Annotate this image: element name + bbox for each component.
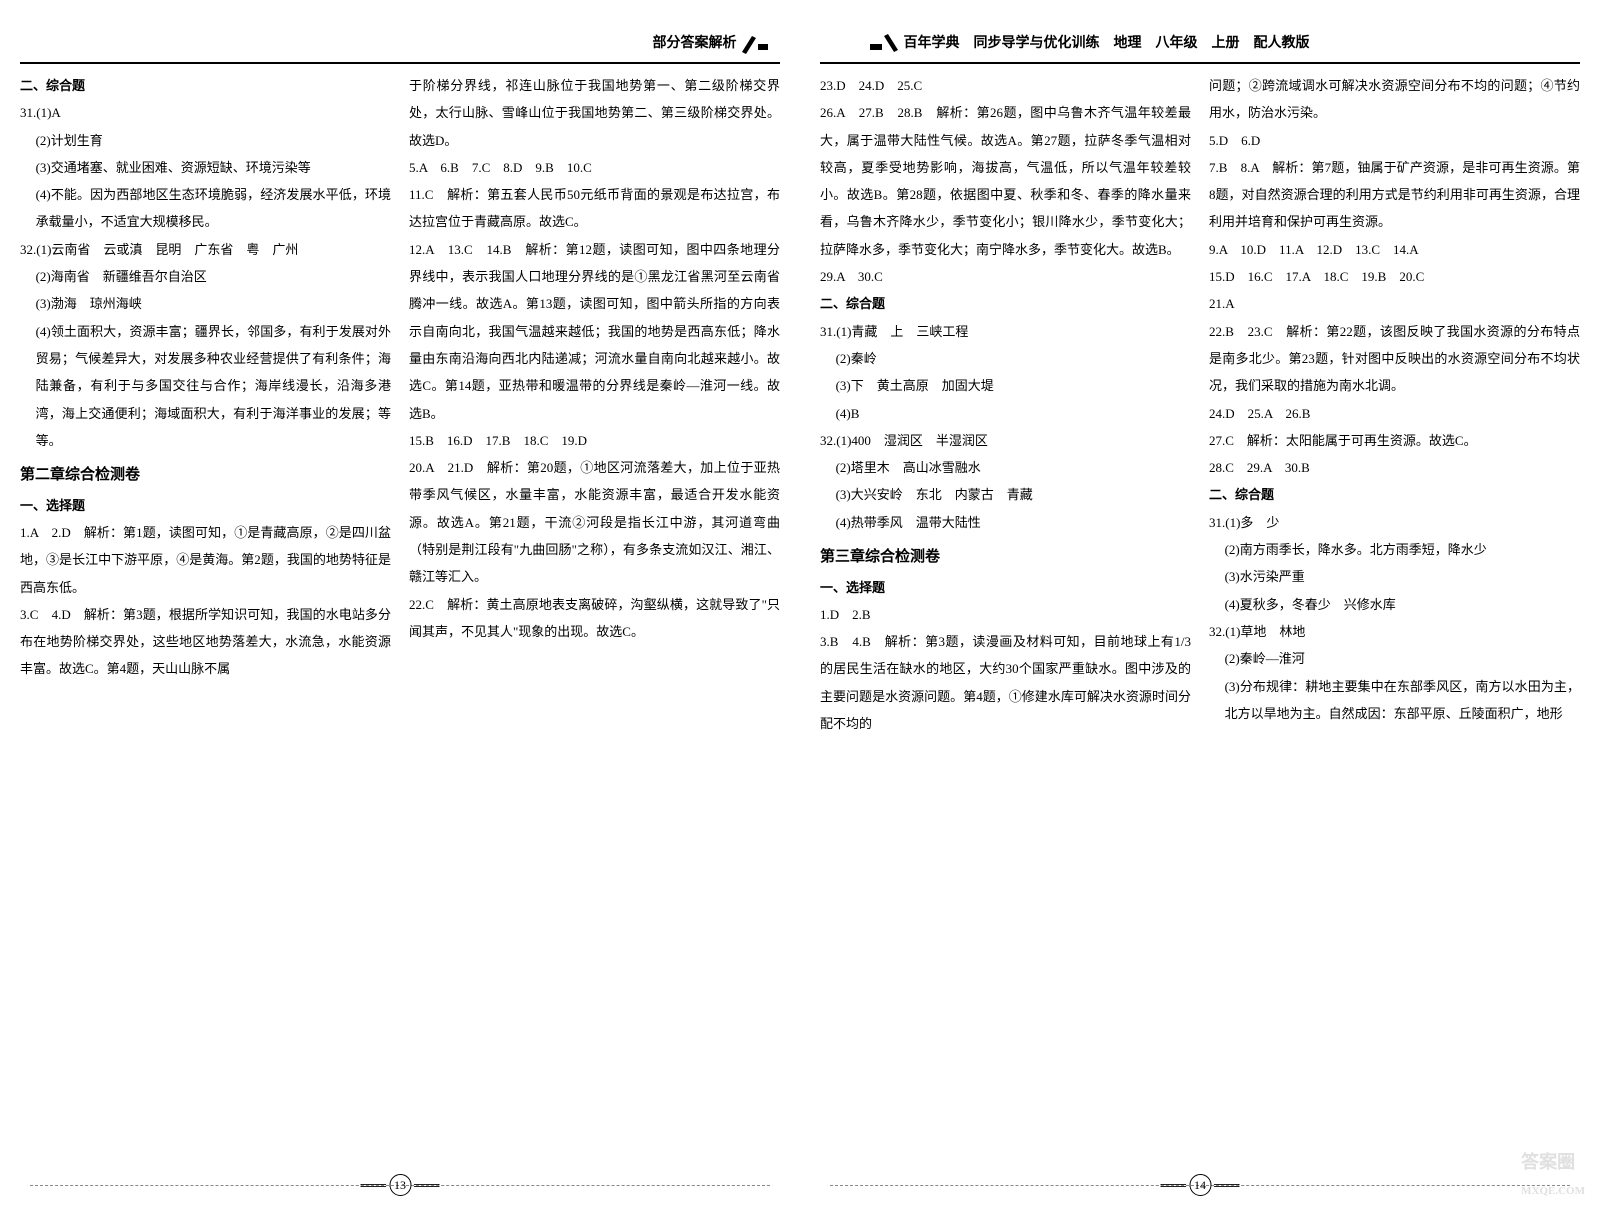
text-line: 一、选择题: [820, 574, 1191, 601]
line-deco-right: ═══: [414, 1178, 440, 1192]
text-line: (2)计划生育: [20, 127, 391, 154]
text-line: (3)交通堵塞、就业困难、资源短缺、环境污染等: [20, 154, 391, 181]
text-line: 23.D 24.D 25.C: [820, 72, 1191, 99]
header-text-left: 部分答案解析: [20, 30, 780, 62]
watermark: 答案圈 MXQE.COM: [1521, 1144, 1585, 1202]
text-line: 7.B 8.A 解析：第7题，铀属于矿产资源，是非可再生资源。第8题，对自然资源…: [1209, 154, 1580, 236]
text-line: (3)渤海 琼州海峡: [20, 290, 391, 317]
page-number-left: ═══ 13 ═══: [360, 1173, 439, 1197]
text-line: 27.C 解析：太阳能属于可再生资源。故选C。: [1209, 427, 1580, 454]
text-line: 第三章综合检测卷: [820, 542, 1191, 574]
text-line: 二、综合题: [1209, 481, 1580, 508]
text-line: 5.D 6.D: [1209, 127, 1580, 154]
pen-icon: [740, 34, 770, 54]
text-line: 第二章综合检测卷: [20, 460, 391, 492]
text-line: 问题；②跨流域调水可解决水资源空间分布不均的问题；④节约用水，防治水污染。: [1209, 72, 1580, 127]
text-line: 3.C 4.D 解析：第3题，根据所学知识可知，我国的水电站多分布在地势阶梯交界…: [20, 601, 391, 683]
text-line: 1.A 2.D 解析：第1题，读图可知，①是青藏高原，②是四川盆地，③是长江中下…: [20, 519, 391, 601]
text-line: 15.B 16.D 17.B 18.C 19.D: [409, 427, 780, 454]
text-line: 29.A 30.C: [820, 263, 1191, 290]
text-line: 5.A 6.B 7.C 8.D 9.B 10.C: [409, 154, 780, 181]
line-deco-left2: ═══: [1160, 1178, 1186, 1192]
page-number-circle-right: 14: [1189, 1174, 1211, 1196]
header-text-right: 百年学典 同步导学与优化训练 地理 八年级 上册 配人教版: [820, 30, 1580, 62]
text-line: 31.(1)A: [20, 99, 391, 126]
text-line: 32.(1)草地 林地: [1209, 618, 1580, 645]
text-line: (3)下 黄土高原 加固大堤: [820, 372, 1191, 399]
right-page: 百年学典 同步导学与优化训练 地理 八年级 上册 配人教版 23.D 24.D …: [800, 0, 1600, 1212]
text-line: (4)热带季风 温带大陆性: [820, 509, 1191, 536]
content-left: 二、综合题31.(1)A(2)计划生育(3)交通堵塞、就业困难、资源短缺、环境污…: [20, 72, 780, 1164]
text-line: (2)南方雨季长，降水多。北方雨季短，降水少: [1209, 536, 1580, 563]
text-line: 28.C 29.A 30.B: [1209, 454, 1580, 481]
left-page-col1: 二、综合题31.(1)A(2)计划生育(3)交通堵塞、就业困难、资源短缺、环境污…: [20, 72, 391, 1164]
text-line: (2)秦岭: [820, 345, 1191, 372]
text-line: 一、选择题: [20, 492, 391, 519]
left-page: 部分答案解析 二、综合题31.(1)A(2)计划生育(3)交通堵塞、就业困难、资…: [0, 0, 800, 1212]
header-title-left: 部分答案解析: [653, 36, 737, 51]
header-divider-left: 部分答案解析: [20, 30, 780, 64]
content-right: 23.D 24.D 25.C26.A 27.B 28.B 解析：第26题，图中乌…: [820, 72, 1580, 1164]
text-line: 15.D 16.C 17.A 18.C 19.B 20.C: [1209, 263, 1580, 290]
text-line: (4)B: [820, 400, 1191, 427]
text-line: 32.(1)400 湿润区 半湿润区: [820, 427, 1191, 454]
text-line: 二、综合题: [20, 72, 391, 99]
text-line: 于阶梯分界线，祁连山脉位于我国地势第一、第二级阶梯交界处，太行山脉、雪峰山位于我…: [409, 72, 780, 154]
text-line: (4)领土面积大，资源丰富；疆界长，邻国多，有利于发展对外贸易；气候差异大，对发…: [20, 318, 391, 454]
text-line: (2)秦岭—淮河: [1209, 645, 1580, 672]
text-line: 21.A: [1209, 290, 1580, 317]
text-line: 1.D 2.B: [820, 601, 1191, 628]
book-icon: [870, 34, 900, 54]
text-line: (2)塔里木 高山冰雪融水: [820, 454, 1191, 481]
text-line: (3)大兴安岭 东北 内蒙古 青藏: [820, 481, 1191, 508]
text-line: 二、综合题: [820, 290, 1191, 317]
page-container: 部分答案解析 二、综合题31.(1)A(2)计划生育(3)交通堵塞、就业困难、资…: [0, 0, 1600, 1212]
text-line: 31.(1)青藏 上 三峡工程: [820, 318, 1191, 345]
watermark-url: MXQE.COM: [1521, 1180, 1585, 1202]
text-line: 31.(1)多 少: [1209, 509, 1580, 536]
header-title-right: 百年学典 同步导学与优化训练 地理 八年级 上册 配人教版: [904, 36, 1310, 51]
text-line: (2)海南省 新疆维吾尔自治区: [20, 263, 391, 290]
text-line: 24.D 25.A 26.B: [1209, 400, 1580, 427]
left-page-col2: 于阶梯分界线，祁连山脉位于我国地势第一、第二级阶梯交界处，太行山脉、雪峰山位于我…: [409, 72, 780, 1164]
line-deco-right2: ═══: [1214, 1178, 1240, 1192]
text-line: (4)不能。因为西部地区生态环境脆弱，经济发展水平低，环境承载量小，不适宜大规模…: [20, 181, 391, 236]
right-page-col2: 问题；②跨流域调水可解决水资源空间分布不均的问题；④节约用水，防治水污染。5.D…: [1209, 72, 1580, 1164]
watermark-text: 答案圈: [1521, 1144, 1585, 1180]
text-line: 26.A 27.B 28.B 解析：第26题，图中乌鲁木齐气温年较差最大，属于温…: [820, 99, 1191, 263]
line-deco-left: ═══: [360, 1178, 386, 1192]
text-line: 20.A 21.D 解析：第20题，①地区河流落差大，加上位于亚热带季风气候区，…: [409, 454, 780, 590]
header-divider-right: 百年学典 同步导学与优化训练 地理 八年级 上册 配人教版: [820, 30, 1580, 64]
page-number-circle-left: 13: [389, 1174, 411, 1196]
text-line: 32.(1)云南省 云或滇 昆明 广东省 粤 广州: [20, 236, 391, 263]
text-line: 3.B 4.B 解析：第3题，读漫画及材料可知，目前地球上有1/3的居民生活在缺…: [820, 628, 1191, 737]
text-line: (3)水污染严重: [1209, 563, 1580, 590]
text-line: 12.A 13.C 14.B 解析：第12题，读图可知，图中四条地理分界线中，表…: [409, 236, 780, 427]
text-line: 9.A 10.D 11.A 12.D 13.C 14.A: [1209, 236, 1580, 263]
page-number-right: ═══ 14 ═══: [1160, 1173, 1239, 1197]
text-line: 11.C 解析：第五套人民币50元纸币背面的景观是布达拉宫，布达拉宫位于青藏高原…: [409, 181, 780, 236]
text-line: (4)夏秋多，冬春少 兴修水库: [1209, 591, 1580, 618]
text-line: (3)分布规律：耕地主要集中在东部季风区，南方以水田为主，北方以旱地为主。自然成…: [1209, 673, 1580, 728]
right-page-col1: 23.D 24.D 25.C26.A 27.B 28.B 解析：第26题，图中乌…: [820, 72, 1191, 1164]
text-line: 22.B 23.C 解析：第22题，该图反映了我国水资源的分布特点是南多北少。第…: [1209, 318, 1580, 400]
text-line: 22.C 解析：黄土高原地表支离破碎，沟壑纵横，这就导致了"只闻其声，不见其人"…: [409, 591, 780, 646]
